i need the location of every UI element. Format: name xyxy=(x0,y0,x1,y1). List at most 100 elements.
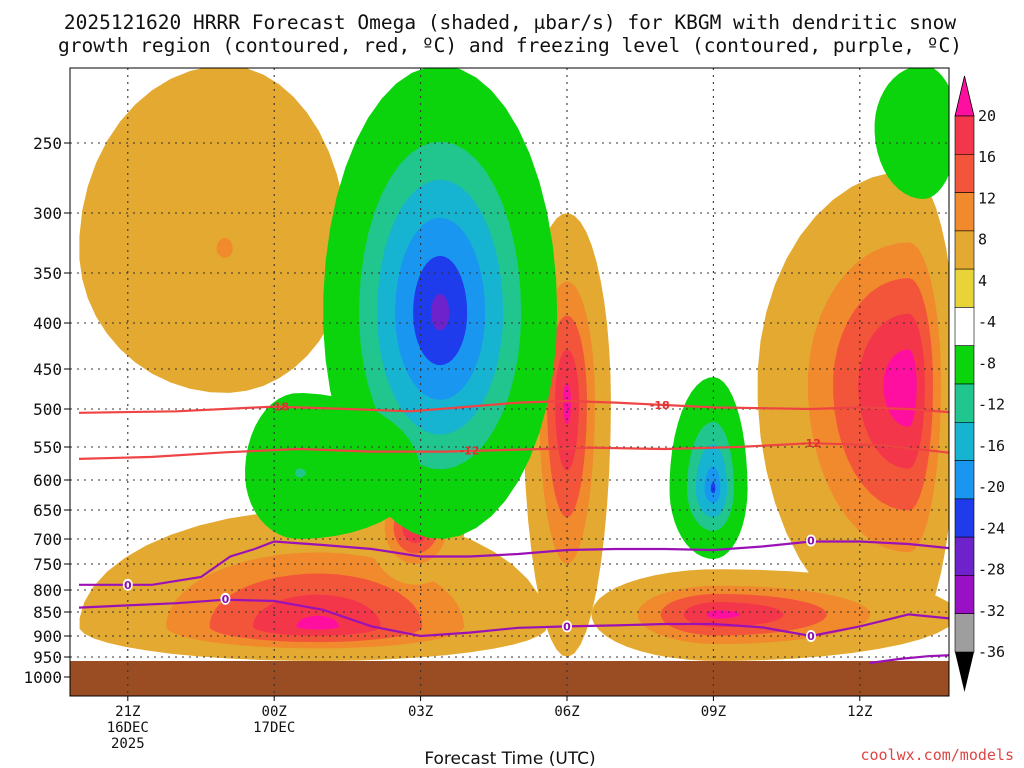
colorbar-label-9: -20 xyxy=(978,478,1005,496)
y-tick-label-250: 250 xyxy=(33,134,62,153)
y-tick-label-350: 350 xyxy=(33,264,62,283)
x-tick-label-06Z-1: 06Z xyxy=(554,704,579,720)
freezing-contour-label-1-0: 0 xyxy=(222,593,230,606)
shade-band-4 xyxy=(152,157,287,321)
dgz-contour-m18 xyxy=(78,399,949,414)
shaded-region-subsidence-upper-left xyxy=(79,68,348,393)
shade-band--8 xyxy=(920,123,926,132)
freezing-contour-2 xyxy=(869,654,949,665)
terrain-ground xyxy=(70,661,949,696)
y-tick-label-800: 800 xyxy=(33,581,62,600)
colorbar-bin-2 xyxy=(954,154,975,193)
colorbar-bottom-triangle xyxy=(955,652,974,692)
colorbar-label-10: -24 xyxy=(978,519,1005,537)
colorbar-label-6: -8 xyxy=(978,354,996,372)
y-tick-label-450: 450 xyxy=(33,360,62,379)
colorbar-bin-6 xyxy=(954,307,975,346)
colorbar-label-3: 8 xyxy=(978,231,987,249)
dgz-contour-label-1-0: -12 xyxy=(459,444,479,457)
colorbar-label-8: -16 xyxy=(978,437,1005,455)
freezing-contour-label-bg-1-0 xyxy=(220,592,231,605)
freezing-level-contours: 0 0 0 0 0 xyxy=(78,534,949,665)
freezing-contour-label-1-2: 0 xyxy=(807,630,815,643)
freezing-contour-label-bg-0-1 xyxy=(806,534,816,547)
shaded-region-ascent-mid-right xyxy=(669,377,748,559)
shaded-region-subsidence-low-left xyxy=(79,510,548,661)
shaded-region-subsidence-right xyxy=(757,171,949,636)
shade-band-16 xyxy=(253,594,381,636)
colorbar-bin-9 xyxy=(954,421,975,461)
dgz-contour-label-1-1: -12 xyxy=(801,437,821,450)
dgz-contour-m12 xyxy=(78,442,949,460)
colorbar-bin-12 xyxy=(954,536,975,576)
x-tick-label-09Z-1: 09Z xyxy=(701,704,726,720)
y-tick-label-500: 500 xyxy=(33,400,62,419)
colorbar-label-0: 20 xyxy=(978,107,996,125)
shaded-region-subsidence-low-right xyxy=(591,569,949,661)
shade-band-8 xyxy=(216,238,233,258)
y-tick-label-400: 400 xyxy=(33,314,62,333)
freezing-contour-label-1-1: 0 xyxy=(563,620,571,633)
shaded-region-ascent-main-upper xyxy=(323,68,558,539)
shade-band--4 xyxy=(874,68,949,199)
x-tick-label-03Z-1: 03Z xyxy=(408,704,433,720)
colorbar-bin-8 xyxy=(954,383,975,423)
y-tick-label-550: 550 xyxy=(33,438,62,457)
y-tick-label-900: 900 xyxy=(33,627,62,646)
colorbar-label-4: 4 xyxy=(978,272,987,290)
colorbar-label-1: 16 xyxy=(978,148,996,166)
y-tick-label-300: 300 xyxy=(33,204,62,223)
colorbar-bin-3 xyxy=(954,192,975,232)
shaded-region-ascent-upper-right xyxy=(874,68,949,199)
dgz-contour-label-0-1: -18 xyxy=(650,399,670,412)
colorbar-bin-5 xyxy=(954,268,975,308)
plot-frame xyxy=(69,67,950,697)
colorbar-bin-14 xyxy=(954,613,975,653)
colorbar-bin-13 xyxy=(954,575,975,615)
dgz-contours: -18 -18 -12 -12 xyxy=(78,399,949,460)
y-tick-label-1000: 1000 xyxy=(23,668,62,687)
shade-band--12 xyxy=(295,468,306,478)
colorbar-bin-10 xyxy=(954,460,975,500)
y-tick-label-950: 950 xyxy=(33,648,62,667)
x-axis-label: Forecast Time (UTC) xyxy=(424,749,595,768)
colorbar-label-7: -12 xyxy=(978,396,1005,414)
colorbar-label-2: 12 xyxy=(978,190,996,208)
x-tick-label-21Z-3: 2025 xyxy=(111,736,145,752)
colorbar-bin-7 xyxy=(954,345,975,385)
freezing-contour-label-0-1: 0 xyxy=(807,535,815,548)
y-tick-label-600: 600 xyxy=(33,471,62,490)
colorbar: 20 16 12 8 4 -4 -8 -12 -16 -20 -24 -28 -32 -36 xyxy=(954,75,1005,692)
omega-shading xyxy=(70,68,949,661)
dgz-contour-label-0-0: -18 xyxy=(269,401,289,414)
y-tick-label-750: 750 xyxy=(33,555,62,574)
x-tick-label-21Z-1: 21Z xyxy=(115,704,140,720)
x-tick-label-21Z-2: 16DEC xyxy=(107,720,149,736)
freezing-contour-label-bg-0-0 xyxy=(122,578,133,591)
colorbar-label-13: -36 xyxy=(978,643,1005,661)
colorbar-bin-1 xyxy=(954,115,975,155)
colorbar-top-triangle xyxy=(954,75,975,117)
y-axis-ticks: 250 300 350 400 450 500 550 600 650 700 750 800 850 9… xyxy=(23,134,70,687)
freezing-contour-0 xyxy=(79,540,949,586)
x-tick-label-12Z-1: 12Z xyxy=(847,704,872,720)
credit-text: coolwx.com/models xyxy=(860,746,1014,764)
x-tick-label-00Z-1: 00Z xyxy=(262,704,287,720)
colorbar-bin-11 xyxy=(954,498,975,538)
chart-title-line1: 2025121620 HRRR Forecast Omega (shaded, … xyxy=(64,11,956,34)
x-tick-label-00Z-2: 17DEC xyxy=(253,720,295,736)
plot-area: -18 -18 -12 -12 0 0 0 0 0 xyxy=(70,68,949,696)
colorbar-label-12: -32 xyxy=(978,602,1005,620)
shade-band--28 xyxy=(431,294,450,331)
y-tick-label-650: 650 xyxy=(33,501,62,520)
colorbar-label-11: -28 xyxy=(978,561,1005,579)
freezing-contour-label-bg-1-2 xyxy=(806,630,816,642)
shade-band-20 xyxy=(296,615,339,630)
colorbar-label-5: -4 xyxy=(978,313,996,331)
chart-title-line2: growth region (contoured, red, ºC) and f… xyxy=(58,34,962,57)
y-tick-label-700: 700 xyxy=(33,530,62,549)
y-tick-label-850: 850 xyxy=(33,603,62,622)
shaded-region-subsidence-06z xyxy=(523,213,611,657)
